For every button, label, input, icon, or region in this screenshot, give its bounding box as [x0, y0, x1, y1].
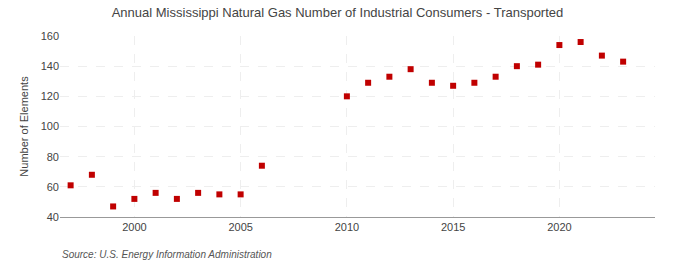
svg-text:2010: 2010 — [335, 221, 359, 233]
svg-text:2020: 2020 — [547, 221, 571, 233]
svg-text:160: 160 — [41, 30, 59, 42]
svg-text:60: 60 — [47, 181, 59, 193]
svg-text:2015: 2015 — [441, 221, 465, 233]
svg-text:40: 40 — [47, 211, 59, 223]
svg-text:80: 80 — [47, 151, 59, 163]
svg-text:Source: U.S. Energy Informatio: Source: U.S. Energy Information Administ… — [62, 249, 272, 260]
svg-text:120: 120 — [41, 90, 59, 102]
svg-text:Number of Elements: Number of Elements — [18, 76, 30, 177]
svg-text:2005: 2005 — [228, 221, 252, 233]
svg-text:140: 140 — [41, 60, 59, 72]
svg-text:Annual Mississippi Natural Gas: Annual Mississippi Natural Gas Number of… — [112, 5, 564, 20]
svg-text:2000: 2000 — [122, 221, 146, 233]
svg-text:100: 100 — [41, 120, 59, 132]
